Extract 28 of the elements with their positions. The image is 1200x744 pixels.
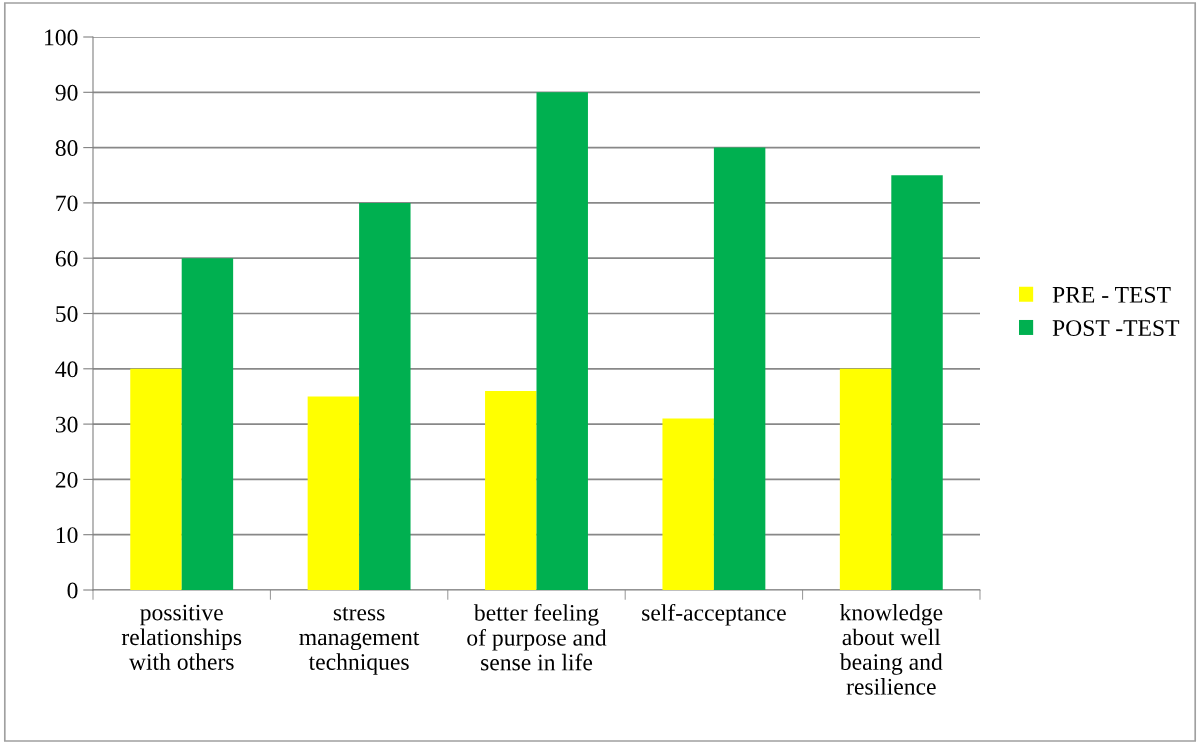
y-tick-label: 20 xyxy=(55,471,78,488)
y-tick-label: 90 xyxy=(55,84,78,101)
y-tick-label: 30 xyxy=(55,416,78,433)
y-tick-label: 80 xyxy=(55,140,78,157)
x-tick-label: stress management techniques xyxy=(299,606,420,675)
bar xyxy=(662,418,714,590)
y-tick-label: 70 xyxy=(56,195,78,212)
legend-label: POST -TEST xyxy=(1052,320,1180,337)
y-tick-label: 0 xyxy=(67,582,78,599)
bar xyxy=(536,92,588,590)
bar xyxy=(485,390,537,590)
bar xyxy=(307,396,360,590)
y-tick-label: 60 xyxy=(55,250,78,267)
x-tick-label: better feeling of purpose and sense in life xyxy=(467,603,607,671)
bar xyxy=(839,368,892,590)
bar xyxy=(130,368,182,590)
y-tick-label: 40 xyxy=(55,361,78,378)
bar xyxy=(359,202,411,590)
y-tick-label: 100 xyxy=(45,29,78,46)
bar xyxy=(713,147,766,590)
legend-label: PRE - TEST xyxy=(1052,286,1171,303)
x-tick-label: knowledge about well beaing and resilience xyxy=(839,603,943,695)
x-tick-label: possitive relationships with others xyxy=(121,604,242,670)
y-tick-label: 10 xyxy=(56,527,78,544)
bar xyxy=(181,258,234,590)
bar xyxy=(891,175,943,590)
y-tick-label: 50 xyxy=(56,305,78,322)
x-tick-label: self-acceptance xyxy=(642,603,786,626)
